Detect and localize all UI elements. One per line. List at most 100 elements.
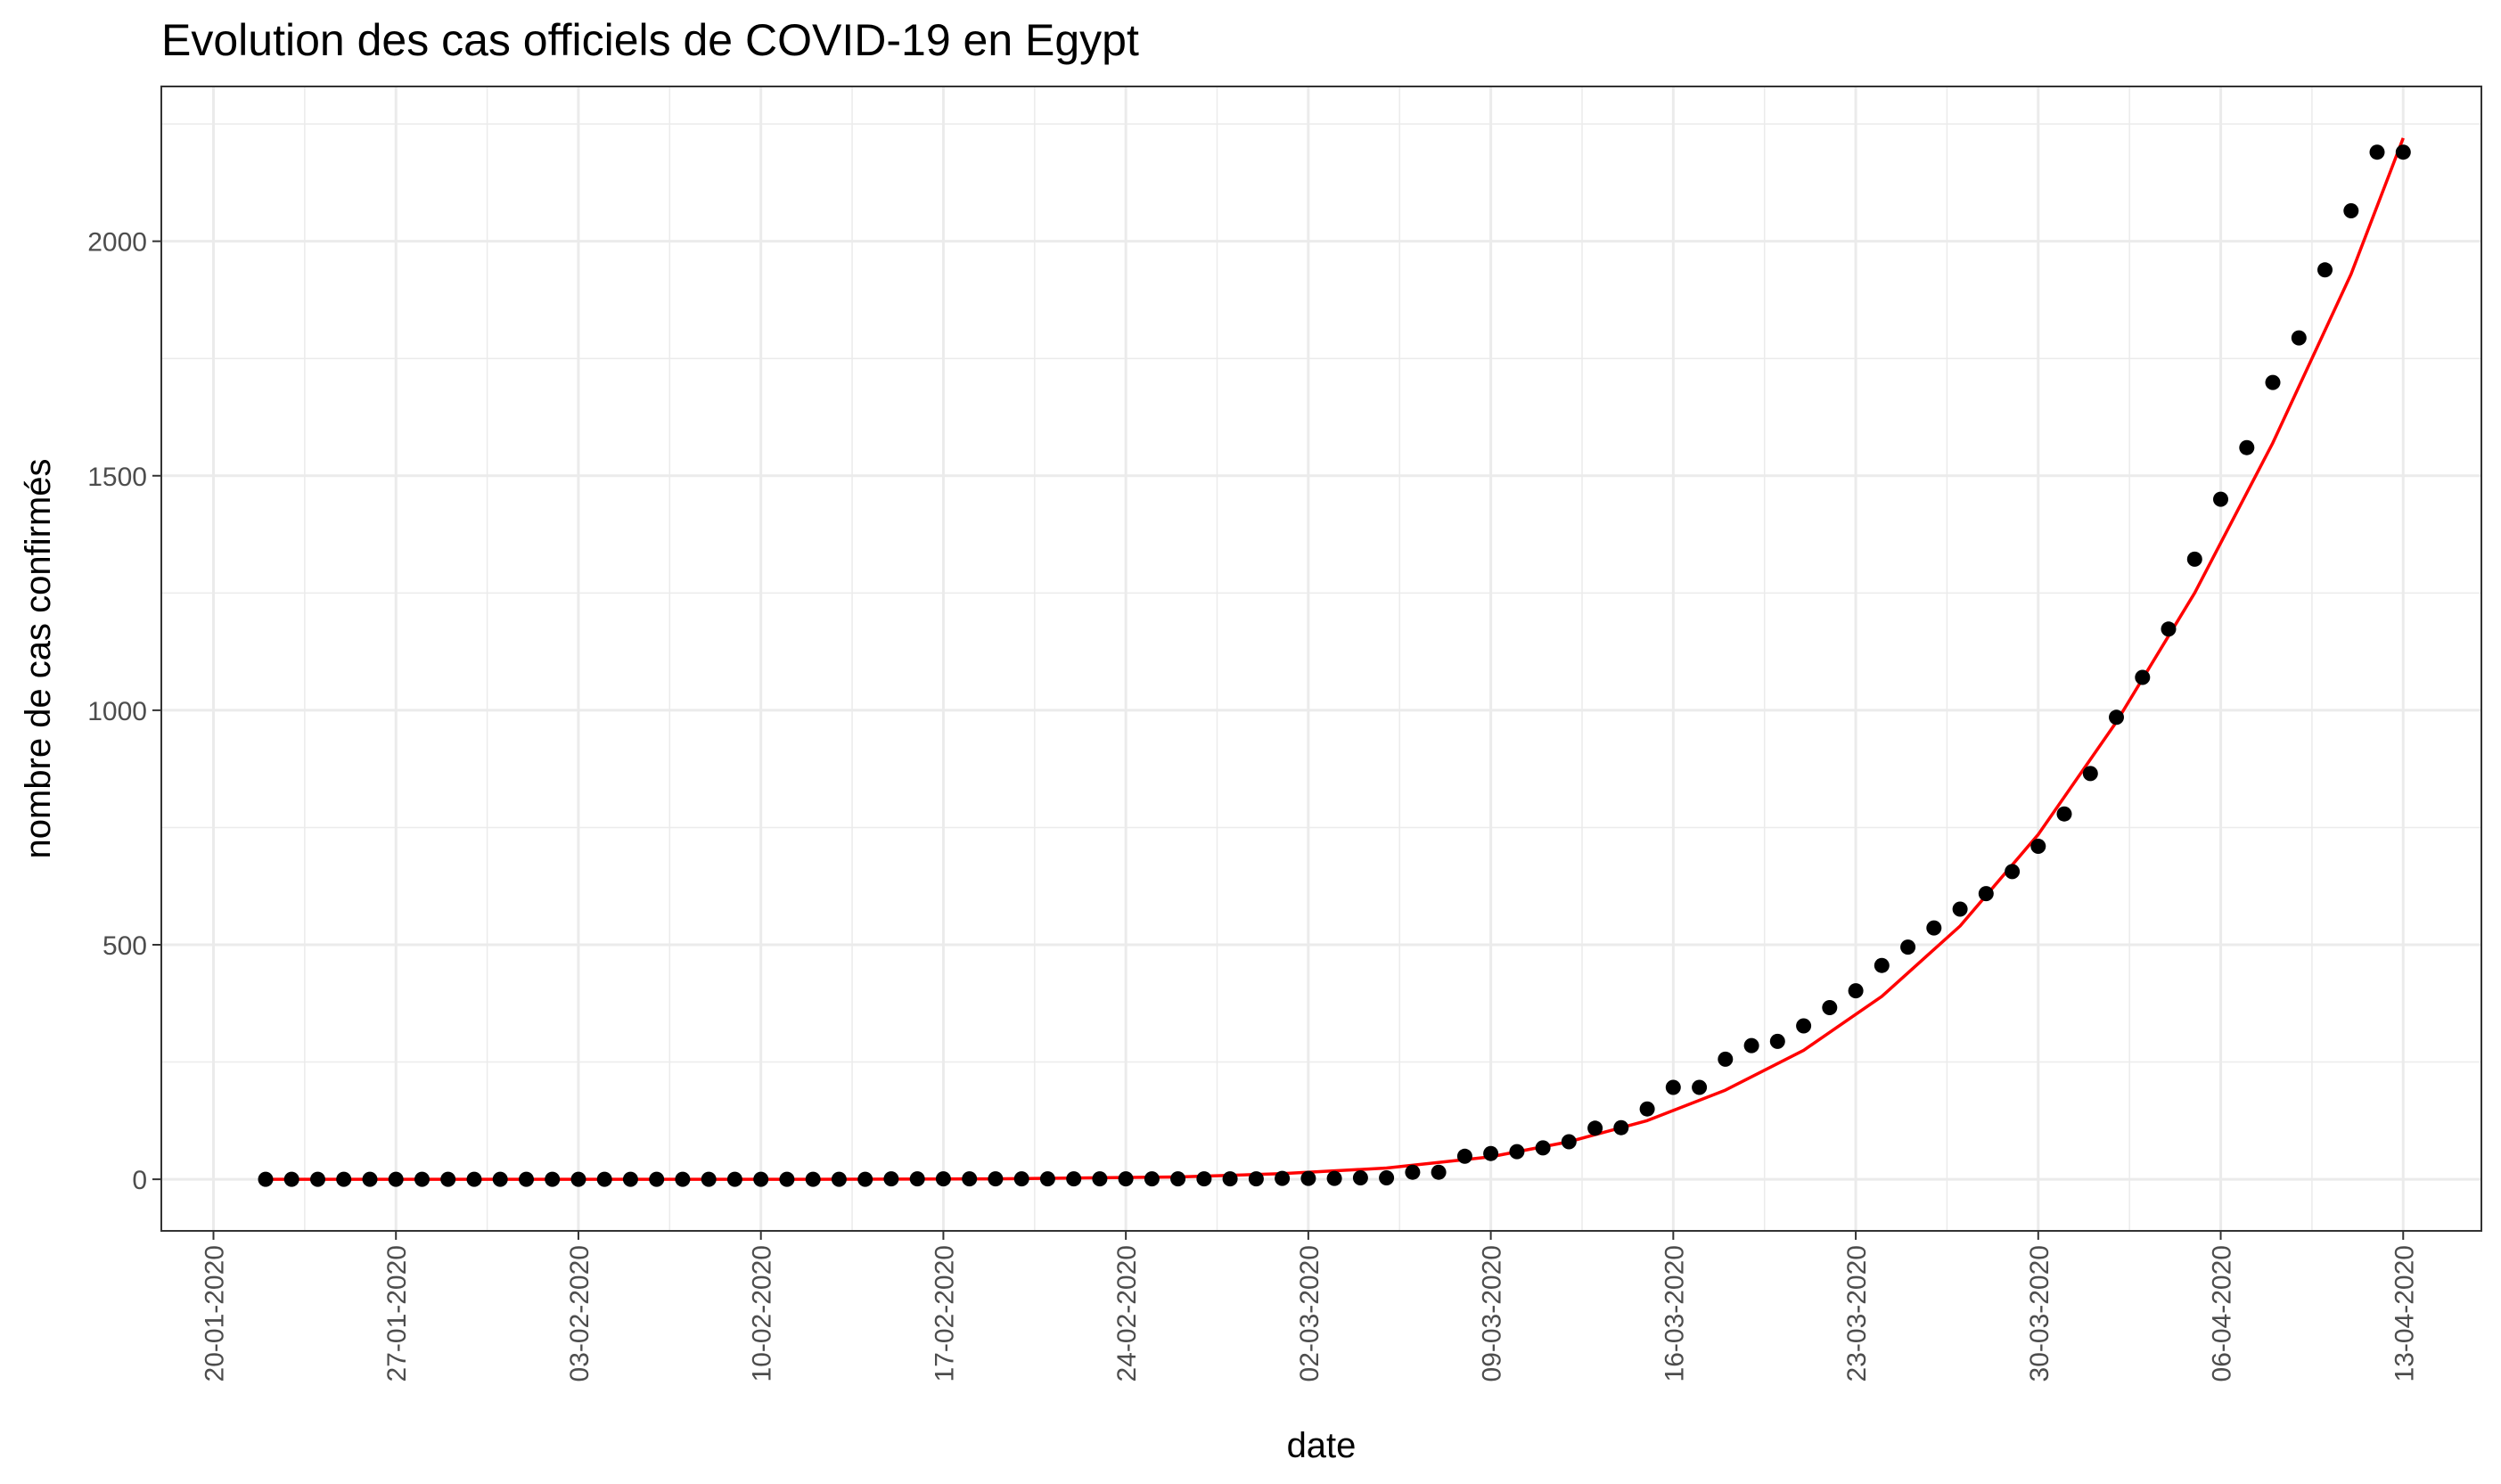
data-point: [1326, 1170, 1342, 1186]
data-point: [1900, 939, 1916, 955]
data-point: [1822, 1000, 1838, 1015]
data-point: [1718, 1051, 1734, 1067]
data-point: [519, 1171, 534, 1187]
chart-title: Evolution des cas officiels de COVID-19 …: [161, 15, 1139, 65]
data-point: [1248, 1171, 1264, 1187]
x-tick-label: 03-02-2020: [565, 1245, 594, 1382]
y-axis-title: nombre de cas confirmés: [19, 458, 58, 858]
x-tick-label: 16-03-2020: [1660, 1245, 1689, 1382]
data-point: [1796, 1018, 1812, 1034]
data-point: [1874, 957, 1890, 973]
y-tick-label: 0: [132, 1166, 147, 1195]
major-x-gridlines: [211, 86, 2405, 1231]
data-point: [1275, 1170, 1291, 1186]
data-point: [805, 1171, 821, 1187]
x-tick-label: 06-04-2020: [2208, 1245, 2237, 1382]
plot-panel-border: [160, 86, 2482, 1232]
minor-y-gridlines: [161, 123, 2481, 1063]
data-point: [1848, 983, 1864, 999]
data-point: [2056, 806, 2072, 822]
x-tick-label: 27-01-2020: [382, 1245, 412, 1382]
data-point: [1300, 1170, 1316, 1186]
x-tick-label: 23-03-2020: [1842, 1245, 1872, 1382]
data-point: [440, 1171, 456, 1187]
data-point: [2005, 864, 2021, 880]
data-point: [2369, 144, 2385, 160]
data-point: [753, 1171, 769, 1187]
data-point: [962, 1171, 978, 1187]
minor-x-gridlines: [304, 86, 2313, 1231]
data-point: [1692, 1079, 1708, 1095]
data-point: [2213, 491, 2228, 507]
data-point: [596, 1171, 612, 1187]
data-point: [857, 1171, 873, 1187]
data-point: [570, 1171, 586, 1187]
data-point: [362, 1171, 378, 1187]
data-point: [1561, 1134, 1577, 1150]
data-point: [2317, 262, 2333, 278]
data-points-layer: [258, 144, 2411, 1187]
data-point: [1639, 1101, 1655, 1117]
data-point: [701, 1171, 717, 1187]
data-point: [831, 1171, 847, 1187]
x-axis: 20-01-2020 27-01-2020 03-02-2020 10-02-2020…: [200, 1231, 2419, 1382]
data-point: [2343, 203, 2359, 218]
x-tick-label: 13-04-2020: [2390, 1245, 2419, 1382]
data-point: [622, 1171, 638, 1187]
data-point: [1196, 1171, 1212, 1187]
data-point: [2291, 330, 2307, 346]
data-point: [1613, 1119, 1629, 1136]
data-point: [1978, 886, 1994, 902]
y-tick-label: 1000: [87, 697, 147, 726]
data-point: [2135, 669, 2151, 685]
data-point: [779, 1171, 795, 1187]
x-tick-label: 24-02-2020: [1112, 1245, 1142, 1382]
data-point: [1769, 1033, 1785, 1049]
data-point: [1352, 1170, 1368, 1185]
data-point: [336, 1171, 352, 1187]
data-point: [988, 1171, 1004, 1187]
data-point: [1431, 1164, 1447, 1180]
data-point: [2109, 709, 2124, 726]
data-point: [1170, 1171, 1186, 1187]
data-point: [1665, 1079, 1681, 1095]
data-point: [258, 1171, 274, 1187]
data-point: [466, 1171, 482, 1187]
data-point: [492, 1171, 508, 1187]
data-point: [649, 1171, 665, 1187]
data-point: [1379, 1170, 1395, 1185]
data-point: [283, 1171, 299, 1187]
plot-background: [161, 86, 2481, 1231]
data-point: [388, 1171, 404, 1187]
data-point: [414, 1171, 430, 1187]
x-tick-label: 10-02-2020: [748, 1245, 777, 1382]
plot-panel: [161, 86, 2481, 1231]
plot-border-rect: [160, 86, 2482, 1232]
data-point: [1952, 901, 1968, 917]
data-point: [935, 1171, 951, 1187]
data-point: [545, 1171, 561, 1187]
data-point: [2082, 766, 2098, 782]
data-point: [2186, 551, 2202, 567]
data-point: [1483, 1145, 1499, 1161]
x-tick-label: 17-02-2020: [930, 1245, 959, 1382]
data-point: [1066, 1171, 1082, 1187]
data-point: [1144, 1171, 1160, 1187]
data-point: [1013, 1171, 1029, 1187]
x-tick-label: 09-03-2020: [1478, 1245, 1507, 1382]
y-axis: 0 500 1000 1500 2000: [87, 228, 161, 1195]
data-point: [726, 1171, 742, 1187]
y-tick-label: 1500: [87, 463, 147, 492]
data-point: [1405, 1164, 1421, 1180]
data-point: [1535, 1140, 1551, 1156]
data-point: [675, 1171, 691, 1187]
data-point: [1587, 1120, 1603, 1136]
data-point: [1222, 1171, 1238, 1187]
data-point: [2265, 374, 2281, 390]
x-axis-title: date: [1287, 1426, 1357, 1465]
data-point: [909, 1171, 925, 1187]
data-point: [1509, 1144, 1525, 1160]
data-point: [1456, 1148, 1472, 1164]
data-point: [2395, 144, 2411, 160]
data-point: [883, 1171, 899, 1187]
